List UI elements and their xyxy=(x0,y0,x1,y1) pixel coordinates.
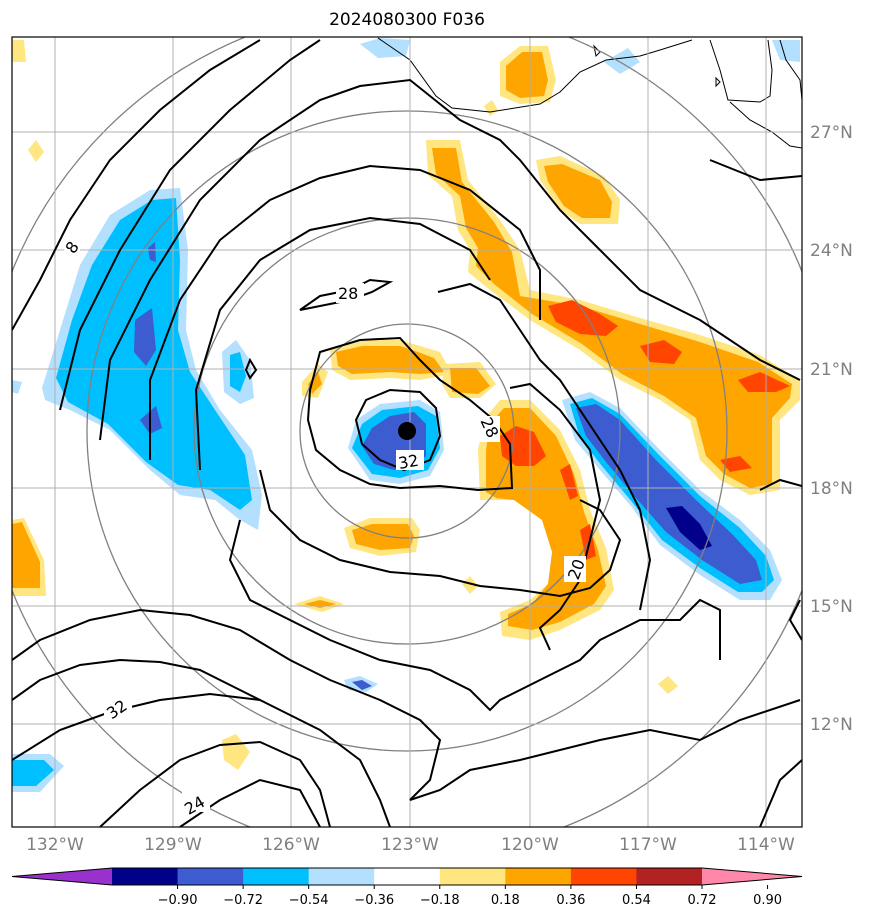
range-rings xyxy=(12,37,802,827)
contour-line xyxy=(437,282,652,611)
colorbar-tick-label: −0.36 xyxy=(354,893,394,908)
contour-line xyxy=(259,469,622,598)
contour-label: 32 xyxy=(397,451,420,473)
colorbar-segment xyxy=(505,868,572,885)
shaded-field xyxy=(12,38,800,792)
lon-tick-label: 129°W xyxy=(144,835,202,855)
lat-tick-label: 27°N xyxy=(810,123,853,143)
range-ring xyxy=(299,323,515,539)
lat-tick-label: 24°N xyxy=(810,241,853,261)
contour-line xyxy=(99,78,801,441)
colorbar-tick-label: 0.54 xyxy=(622,893,651,908)
contour-line xyxy=(12,608,801,801)
contour-line xyxy=(509,382,602,651)
contour-line xyxy=(759,759,802,827)
contour-line xyxy=(12,692,261,761)
contour-lines xyxy=(12,39,802,827)
colorbar-tick-label: −0.18 xyxy=(420,893,460,908)
lon-tick-label: 114°W xyxy=(737,835,795,855)
contour-line xyxy=(12,39,261,331)
colorbar-segment xyxy=(439,868,506,885)
contour-line xyxy=(244,357,258,380)
map-frame xyxy=(11,36,803,828)
colorbar-segment xyxy=(243,868,310,885)
colorbar-tick-label: −0.72 xyxy=(223,893,263,908)
longitude-labels: 132°W 129°W 126°W 123°W 120°W 117°W 114°… xyxy=(26,835,795,855)
colorbar-segment xyxy=(308,868,375,885)
shading-cyan-west xyxy=(56,198,252,510)
contour-line xyxy=(149,164,541,460)
colorbar-tick-label: −0.54 xyxy=(289,893,329,908)
colorbar-tick-label: −0.90 xyxy=(158,893,198,908)
colorbar-segment xyxy=(636,868,703,885)
contour-line xyxy=(59,39,321,411)
contour-line xyxy=(788,599,802,641)
contour-line xyxy=(194,216,491,471)
gridlines xyxy=(12,37,802,827)
colorbar-segment xyxy=(374,868,441,885)
range-ring xyxy=(193,217,621,645)
colorbar-tick-label: 0.72 xyxy=(688,893,717,908)
range-ring xyxy=(86,110,728,752)
map-title: 2024080300 F036 xyxy=(329,10,485,30)
colorbar-extend-high xyxy=(702,868,802,885)
lat-tick-label: 18°N xyxy=(810,479,853,499)
lon-tick-label: 117°W xyxy=(619,835,677,855)
storm-center-marker xyxy=(398,422,416,440)
shading-navy-east xyxy=(666,506,712,550)
contour-line xyxy=(228,519,721,712)
colorbar-tick-label: 0.90 xyxy=(753,893,782,908)
contour-line xyxy=(306,336,514,492)
colorbar-segment xyxy=(177,868,244,885)
lat-tick-label: 15°N xyxy=(810,597,853,617)
colorbar-segment xyxy=(570,868,637,885)
coastlines xyxy=(377,37,802,149)
contour-line xyxy=(99,740,331,827)
contour-line xyxy=(354,388,442,472)
lon-tick-label: 126°W xyxy=(262,835,320,855)
lat-tick-label: 21°N xyxy=(810,360,853,380)
colorbar: −0.90 −0.72 −0.54 −0.36 −0.18 0.18 0.36 0.54 0.7… xyxy=(11,867,803,908)
lon-tick-label: 123°W xyxy=(381,835,439,855)
colorbar-extend-low xyxy=(12,868,112,885)
colorbar-segment xyxy=(112,868,179,885)
contour-line xyxy=(12,658,391,827)
shading-darkblue-west-a xyxy=(134,308,156,366)
contour-line xyxy=(299,278,394,311)
lon-tick-label: 132°W xyxy=(26,835,84,855)
lat-tick-label: 12°N xyxy=(810,715,853,735)
contour-label: 28 xyxy=(338,284,358,303)
contour-line xyxy=(759,478,802,491)
colorbar-outline xyxy=(11,867,803,886)
colorbar-tick-label: 0.36 xyxy=(556,893,585,908)
shading-red-northeast-a xyxy=(548,300,618,336)
colorbar-tick-label: 0.18 xyxy=(491,893,520,908)
contour-line xyxy=(709,159,802,182)
lon-tick-label: 120°W xyxy=(501,835,559,855)
latitude-labels: 27°N 24°N 21°N 18°N 15°N 12°N xyxy=(810,123,853,735)
